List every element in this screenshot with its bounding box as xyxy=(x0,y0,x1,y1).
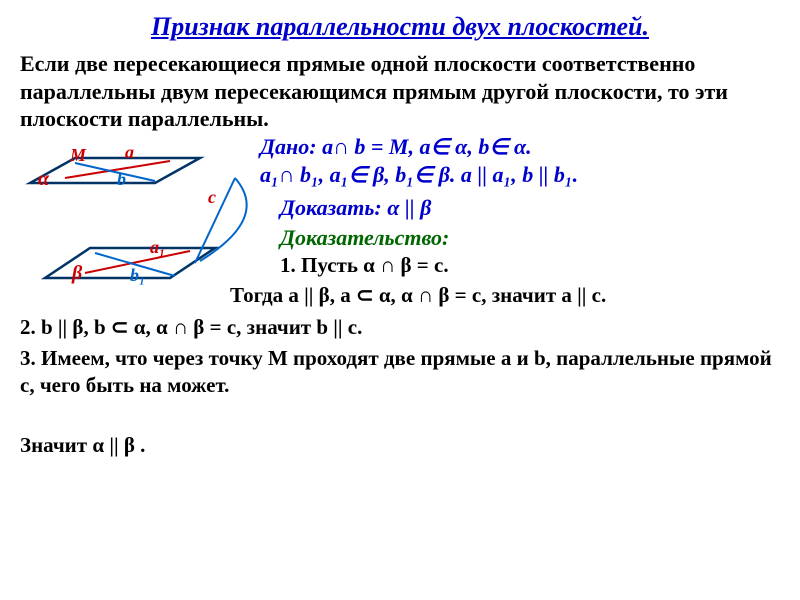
given-block: Дано: a∩ b = M, a∈ α, b∈ α. a₁∩ b₁, a₁∈ … xyxy=(260,133,790,190)
proof-title: Доказательство: xyxy=(280,225,449,251)
svg-text:M: M xyxy=(69,145,87,165)
proof-step-2: 2. b || β, b ⊂ α, α ∩ β = c, значит b ||… xyxy=(20,315,362,340)
svg-text:α: α xyxy=(38,168,50,190)
svg-text:a: a xyxy=(125,142,134,162)
svg-text:b: b xyxy=(117,169,126,189)
to-prove: Доказать: α || β xyxy=(280,195,431,221)
theorem-text: Если две пересекающиеся прямые одной пло… xyxy=(0,42,800,133)
proof-step-1a: 1. Пусть α ∩ β = c. xyxy=(280,253,449,278)
proof-step-1b: Тогда a || β, a ⊂ α, α ∩ β = c, значит a… xyxy=(230,283,606,308)
svg-text:b₁: b₁ xyxy=(130,265,145,285)
svg-text:c: c xyxy=(208,187,216,207)
proof-step-3: 3. Имеем, что через точку M проходят две… xyxy=(20,345,780,400)
svg-text:β: β xyxy=(71,262,83,284)
svg-text:a₁: a₁ xyxy=(150,237,165,257)
given-line2: a₁∩ b₁, a₁∈ β, b₁∈ β. a || a₁, b || b₁. xyxy=(260,162,578,187)
conclusion: Значит α || β . xyxy=(20,433,145,458)
given-line1: Дано: a∩ b = M, a∈ α, b∈ α. xyxy=(260,134,532,159)
page-title: Признак параллельности двух плоскостей. xyxy=(0,0,800,42)
